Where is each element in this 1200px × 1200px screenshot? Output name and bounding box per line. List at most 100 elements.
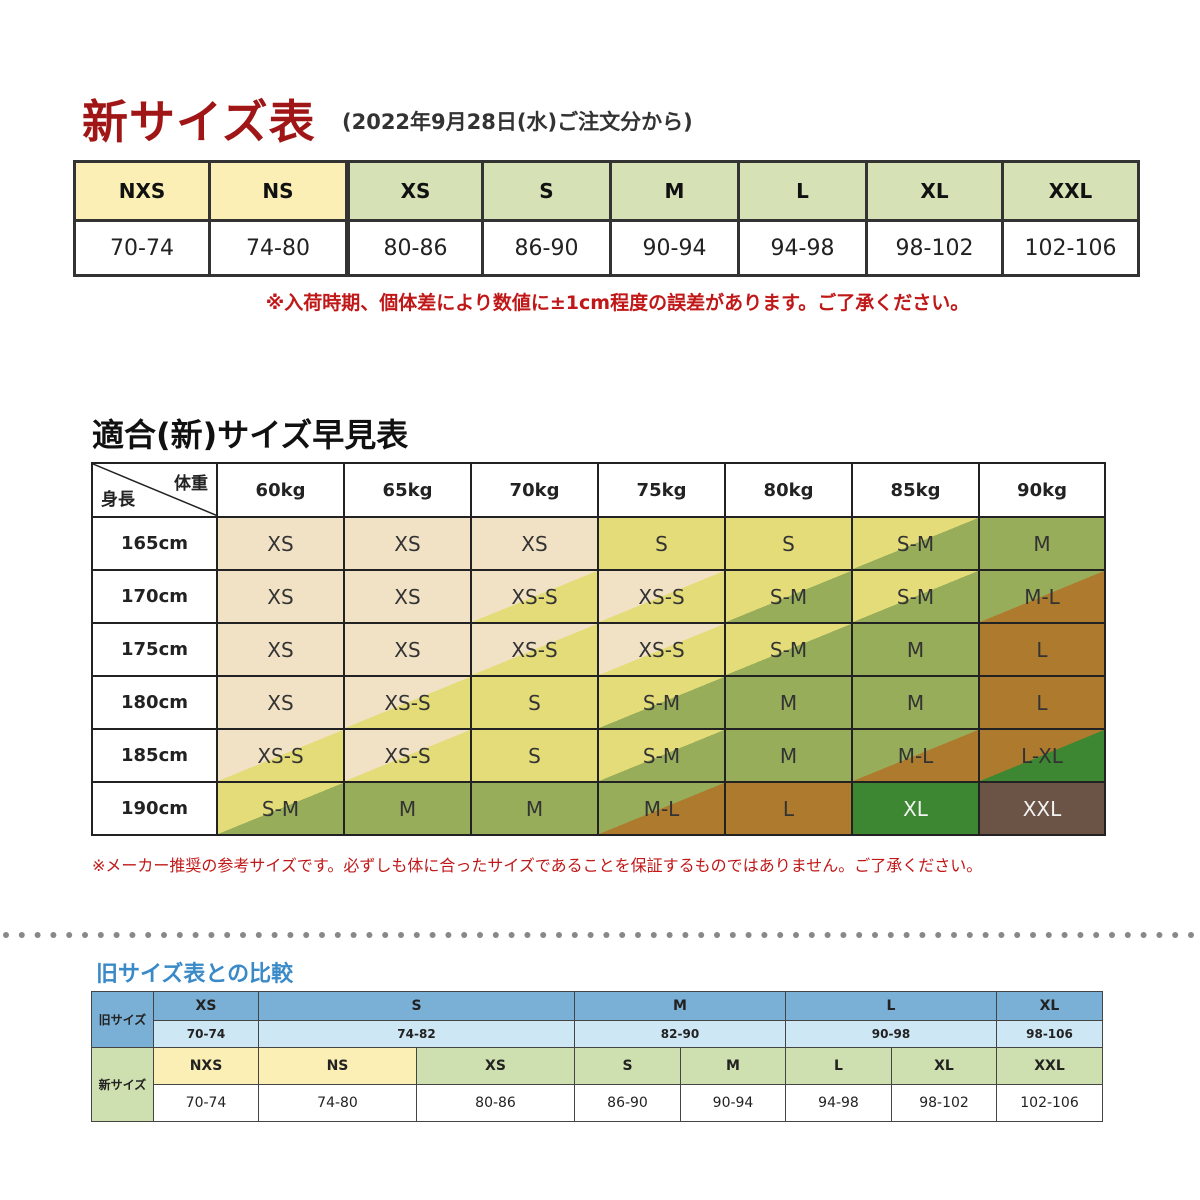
size-label-cell: NXS [73, 160, 211, 222]
fit-size-cell: S-M [597, 728, 726, 783]
divider-dot [1172, 932, 1179, 938]
size-range-cell: 90-94 [609, 219, 740, 277]
fit-size-cell: XS [343, 516, 472, 571]
fit-size-cell: XS [470, 516, 599, 571]
divider-dot [1030, 932, 1036, 938]
fit-size-cell: S-M [851, 516, 980, 571]
fit-size-cell: S [724, 516, 853, 571]
fit-size-cell: M-L [978, 569, 1106, 624]
comparison-title: 旧サイズ表との比較 [96, 962, 294, 987]
recommendation-note: ※メーカー推奨の参考サイズです。必ずしも体に合ったサイズであることを保証するもの… [92, 856, 983, 875]
divider-dot [461, 932, 468, 938]
old-size-range: 82-90 [574, 1020, 786, 1048]
fit-size-cell: XS-S [597, 622, 726, 677]
height-label: 170cm [91, 569, 218, 624]
divider-dot [745, 932, 752, 938]
divider-dot [1124, 932, 1131, 938]
fit-size-table: 体重 身長 60kg 65kg 70kg 75kg 80kg 85kg 90kg… [91, 462, 1106, 836]
fit-size-cell: XXL [978, 781, 1106, 836]
new-size-label: NS [258, 1047, 417, 1085]
old-size-range: 70-74 [153, 1020, 259, 1048]
divider-dot [1077, 932, 1084, 938]
divider-dot [714, 932, 720, 938]
old-size-range: 74-82 [258, 1020, 575, 1048]
divider-dot [240, 932, 246, 938]
divider-dot [619, 932, 626, 938]
page-title: 新サイズ表 [82, 95, 316, 149]
divider-dot [808, 932, 815, 938]
divider-dot [129, 932, 136, 938]
size-range-cell: 98-102 [865, 219, 1004, 277]
size-comparison-table: 旧サイズ XS S M L XL 70-74 74-82 82-90 90-98… [91, 991, 1103, 1122]
fit-size-cell: S [597, 516, 726, 571]
divider-dot [97, 932, 104, 938]
fit-size-cell: XS [343, 622, 472, 677]
size-range-cell: 70-74 [73, 219, 211, 277]
fit-row: 175cm XS XS XS-S XS-S S-M M L [91, 622, 1106, 677]
divider-dot [698, 932, 705, 938]
fit-size-cell: S-M [216, 781, 345, 836]
divider-dot [366, 932, 373, 938]
divider-dot [50, 932, 57, 938]
divider-dot [176, 932, 183, 938]
fit-size-cell: S-M [724, 622, 853, 677]
corner-diagonal [94, 465, 215, 515]
size-range-cell: 102-106 [1001, 219, 1140, 277]
new-size-label: XXL [996, 1047, 1103, 1085]
divider-dot [445, 932, 452, 938]
divider-dot [951, 932, 957, 938]
divider-dot [413, 932, 420, 938]
divider-dot [540, 932, 547, 938]
old-size-label: L [785, 991, 997, 1021]
size-label-cell: S [481, 160, 612, 222]
fit-size-cell: M [851, 675, 980, 730]
divider-dot [1156, 932, 1163, 938]
new-size-table: NXS NS XS S M L XL XXL 70-74 74-80 80-86… [73, 160, 1140, 277]
divider-dot [1188, 932, 1194, 938]
divider-dot [524, 932, 531, 938]
divider-dot [477, 932, 483, 938]
divider-dot [319, 932, 325, 938]
size-label-cell: XS [345, 160, 484, 222]
effective-date-note: (2022年9月28日(水)ご注文分から) [342, 110, 693, 134]
height-label: 165cm [91, 516, 218, 571]
fit-size-cell: XS-S [343, 675, 472, 730]
divider-dot [82, 932, 88, 938]
new-size-range: 98-102 [891, 1084, 997, 1122]
size-range-cell: 80-86 [345, 219, 484, 277]
new-size-range: 90-94 [680, 1084, 786, 1122]
divider-dot [966, 932, 973, 938]
size-label-cell: XXL [1001, 160, 1140, 222]
old-size-label: XS [153, 991, 259, 1021]
fit-size-cell: M [724, 728, 853, 783]
old-size-range: 90-98 [785, 1020, 997, 1048]
fit-size-cell: S [470, 675, 599, 730]
fit-size-cell: M-L [851, 728, 980, 783]
fit-size-cell: M [724, 675, 853, 730]
divider-dot [571, 932, 578, 938]
fit-size-cell: XS [216, 675, 345, 730]
divider-dot [161, 932, 167, 938]
old-size-range: 98-106 [996, 1020, 1103, 1048]
new-size-range: 102-106 [996, 1084, 1103, 1122]
divider-dot [224, 932, 231, 938]
old-size-label: XL [996, 991, 1103, 1021]
divider-dot [998, 932, 1005, 938]
divider-dot [271, 932, 278, 938]
fit-row: 185cm XS-S XS-S S S-M M M-L L-XL [91, 728, 1106, 783]
divider-dot [1140, 932, 1147, 938]
weight-axis-label: 体重 [174, 474, 208, 494]
divider-dot [334, 932, 341, 938]
fit-size-cell: M [470, 781, 599, 836]
size-label-cell: NS [208, 160, 349, 222]
fit-size-cell: XS [216, 622, 345, 677]
new-size-label: L [785, 1047, 892, 1085]
new-size-label: S [574, 1047, 681, 1085]
height-label: 185cm [91, 728, 218, 783]
new-size-label: M [680, 1047, 786, 1085]
divider-dot [761, 932, 768, 938]
size-label-cell: M [609, 160, 740, 222]
divider-dot [66, 932, 73, 938]
old-size-label: M [574, 991, 786, 1021]
height-axis-label: 身長 [101, 490, 135, 510]
